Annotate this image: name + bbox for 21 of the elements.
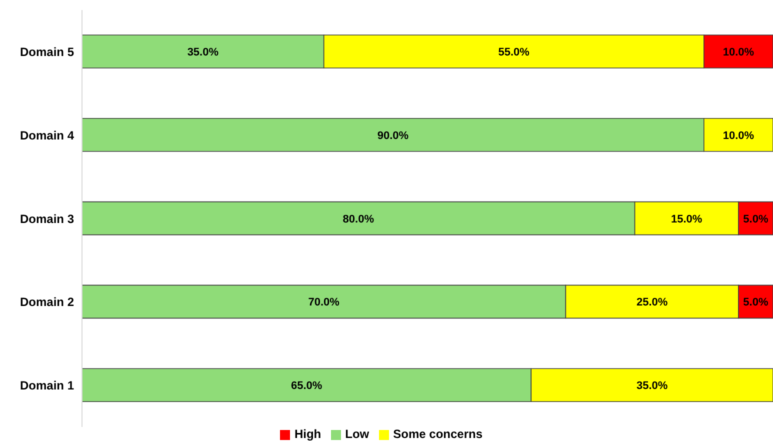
y-tick-label: Domain 5 — [20, 44, 74, 59]
legend-label: Low — [345, 427, 370, 441]
data-label: 15.0% — [671, 213, 702, 226]
legend-label: High — [294, 427, 322, 441]
y-tick-label: Domain 2 — [20, 295, 74, 310]
data-label: 90.0% — [377, 130, 409, 142]
data-label: 35.0% — [187, 46, 219, 58]
legend-label: Some concerns — [393, 427, 483, 441]
data-label: 5.0% — [743, 213, 768, 226]
data-label: 25.0% — [636, 296, 668, 309]
data-label: 65.0% — [290, 380, 322, 392]
data-label: 35.0% — [636, 380, 668, 392]
y-tick-label: Domain 4 — [20, 128, 74, 142]
y-tick-label: Domain 1 — [20, 378, 74, 393]
data-label: 5.0% — [743, 296, 768, 309]
data-label: 70.0% — [308, 296, 340, 309]
data-label: 10.0% — [722, 130, 754, 142]
data-label: 55.0% — [498, 46, 530, 58]
y-tick-label: Domain 3 — [20, 212, 74, 226]
data-label: 10.0% — [722, 46, 754, 58]
data-label: 80.0% — [342, 213, 374, 226]
